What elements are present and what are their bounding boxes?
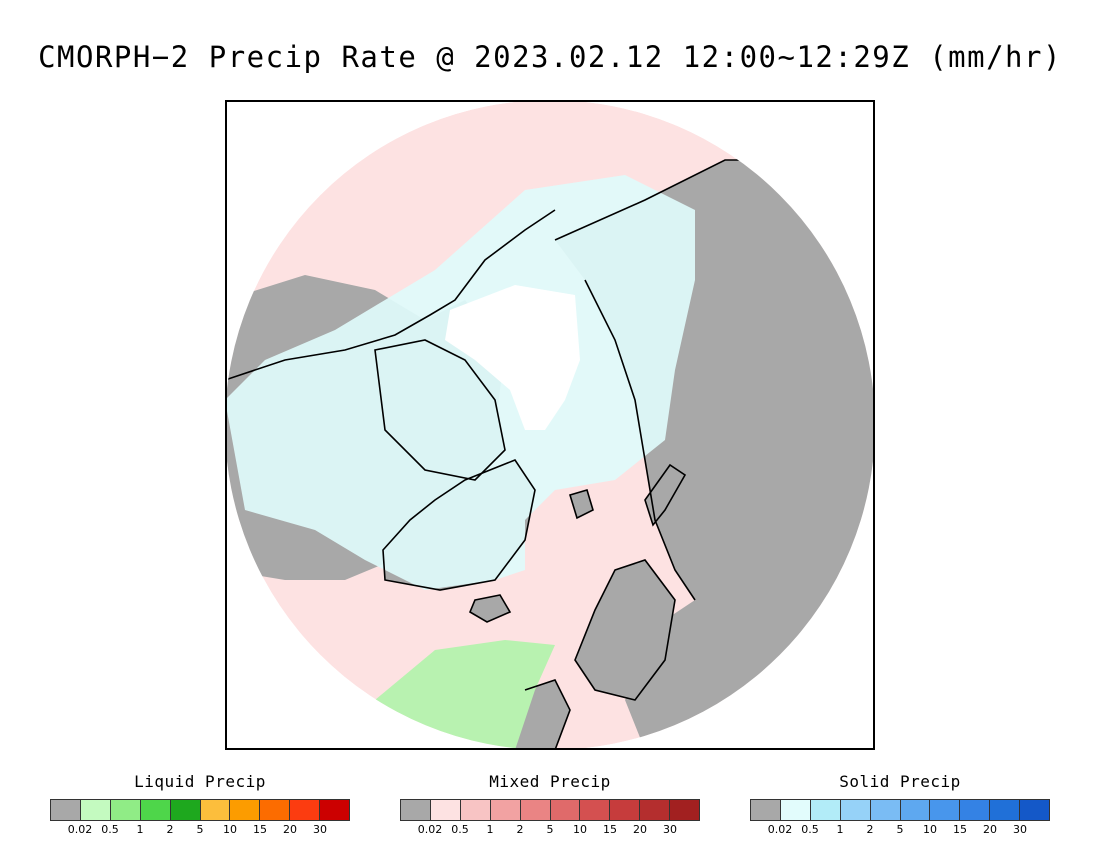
legend-tick-label: 20 bbox=[633, 823, 647, 836]
legend-swatch bbox=[990, 800, 1021, 820]
coast-svalbard bbox=[568, 489, 594, 520]
legend-tick-label: 5 bbox=[546, 823, 554, 836]
legend-tick-label: 5 bbox=[196, 823, 204, 836]
legend-title: Liquid Precip bbox=[134, 772, 266, 791]
legend-tick-label: 2 bbox=[866, 823, 874, 836]
legend-tick-label: 15 bbox=[253, 823, 267, 836]
legend-swatch bbox=[751, 800, 781, 820]
legend-swatch bbox=[580, 800, 611, 820]
legend-tick-label: 0.5 bbox=[451, 823, 469, 836]
coast-scandinavia bbox=[574, 559, 676, 701]
legend-tick-label: 5 bbox=[896, 823, 904, 836]
legend-ticks: 0.02 0.5 1 2 5 10 15 20 30 bbox=[50, 821, 350, 836]
legend-liquid-precip: Liquid Precip 0.02 0.5 1 2 5 10 15 20 30 bbox=[50, 772, 350, 836]
no-precip-region bbox=[445, 285, 580, 430]
legend-swatches bbox=[400, 799, 700, 821]
legend-swatch bbox=[900, 800, 931, 820]
solid-precip-region bbox=[227, 175, 695, 590]
legend-swatch bbox=[640, 800, 671, 820]
legend-swatch bbox=[870, 800, 901, 820]
legend-tick-label: 30 bbox=[663, 823, 677, 836]
legend-ticks: 0.02 0.5 1 2 5 10 15 20 30 bbox=[750, 821, 1050, 836]
coast-archipelago bbox=[374, 339, 506, 481]
legend-solid-precip: Solid Precip 0.02 0.5 1 2 5 10 15 20 30 bbox=[750, 772, 1050, 836]
legend-swatch bbox=[810, 800, 841, 820]
land-iceland bbox=[470, 595, 510, 622]
map-title: CMORPH−2 Precip Rate @ 2023.02.12 12:00~… bbox=[38, 40, 1062, 74]
legend-tick-label: 0.5 bbox=[101, 823, 119, 836]
legend-title: Mixed Precip bbox=[489, 772, 611, 791]
legend-tick-label: 20 bbox=[283, 823, 297, 836]
coast-north-america bbox=[227, 209, 556, 381]
legend-tick-label: 2 bbox=[166, 823, 174, 836]
coast-novaya-zemlya bbox=[644, 463, 687, 527]
legend-tick-label: 0.5 bbox=[801, 823, 819, 836]
legend-swatch bbox=[260, 800, 291, 820]
legend-swatch bbox=[401, 800, 431, 820]
legend-swatch bbox=[490, 800, 521, 820]
legend-swatch bbox=[80, 800, 111, 820]
legend-swatch bbox=[200, 800, 231, 820]
legend-swatch bbox=[780, 800, 811, 820]
legend-swatch bbox=[550, 800, 581, 820]
legend-swatches bbox=[750, 799, 1050, 821]
legend-swatch bbox=[170, 800, 201, 820]
legend-swatch bbox=[320, 800, 350, 820]
legend-swatch bbox=[430, 800, 461, 820]
legend-swatch bbox=[670, 800, 700, 820]
legend-swatch bbox=[460, 800, 491, 820]
legend-swatch bbox=[1020, 800, 1050, 820]
legend-tick-label: 0.02 bbox=[417, 823, 443, 836]
legend-tick-label: 0.02 bbox=[767, 823, 793, 836]
legend-swatch bbox=[930, 800, 961, 820]
land-svalbard bbox=[570, 490, 593, 518]
legend-tick-label: 10 bbox=[223, 823, 237, 836]
land-novaya-zemlya bbox=[645, 465, 685, 525]
legend-tick-label: 1 bbox=[836, 823, 844, 836]
legend-tick-label: 0.02 bbox=[67, 823, 93, 836]
legend-tick-label: 1 bbox=[486, 823, 494, 836]
legend-swatch bbox=[51, 800, 81, 820]
legend-tick-label: 20 bbox=[983, 823, 997, 836]
legend-tick-label: 10 bbox=[923, 823, 937, 836]
legend-tick-label: 10 bbox=[573, 823, 587, 836]
coast-siberia bbox=[584, 279, 696, 601]
coast-british-isles bbox=[524, 679, 571, 748]
legend-swatches bbox=[50, 799, 350, 821]
legend-tick-label: 30 bbox=[1013, 823, 1027, 836]
legend-title: Solid Precip bbox=[839, 772, 961, 791]
legend-tick-label: 30 bbox=[313, 823, 327, 836]
legend-tick-label: 15 bbox=[603, 823, 617, 836]
legend-swatch bbox=[230, 800, 261, 820]
coast-greenland bbox=[382, 459, 536, 591]
legend-swatch bbox=[140, 800, 171, 820]
legend-tick-label: 15 bbox=[953, 823, 967, 836]
legend-swatch bbox=[610, 800, 641, 820]
polar-map bbox=[225, 100, 875, 750]
legend-swatch bbox=[840, 800, 871, 820]
land-scandinavia bbox=[575, 560, 675, 700]
legend-swatch bbox=[290, 800, 321, 820]
legend-swatch bbox=[960, 800, 991, 820]
legend-swatch bbox=[520, 800, 551, 820]
legend-swatch bbox=[110, 800, 141, 820]
legend-tick-label: 1 bbox=[136, 823, 144, 836]
polar-map-canvas bbox=[227, 102, 873, 748]
liquid-precip-region bbox=[375, 640, 555, 748]
legend-tick-label: 2 bbox=[516, 823, 524, 836]
legend-mixed-precip: Mixed Precip 0.02 0.5 1 2 5 10 15 20 30 bbox=[400, 772, 700, 836]
coast-iceland bbox=[468, 594, 512, 623]
legend-ticks: 0.02 0.5 1 2 5 10 15 20 30 bbox=[400, 821, 700, 836]
